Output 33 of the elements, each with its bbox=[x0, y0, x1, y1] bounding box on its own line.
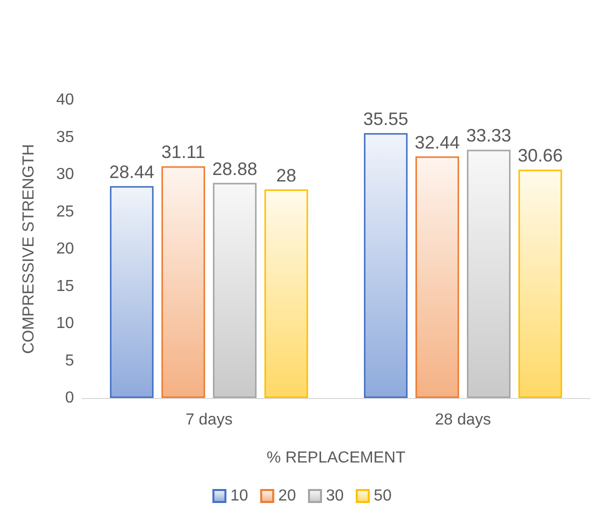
bar bbox=[415, 156, 460, 398]
y-tick-label: 0 bbox=[65, 390, 74, 406]
bar bbox=[212, 182, 257, 398]
legend-label: 20 bbox=[278, 488, 296, 504]
bar bbox=[518, 170, 562, 398]
y-tick-label: 10 bbox=[56, 315, 74, 332]
x-tick-label: 28 days bbox=[434, 412, 492, 428]
data-label: 31.11 bbox=[161, 142, 206, 162]
x-axis-title: % REPLACEMENT bbox=[266, 450, 406, 466]
y-tick-label: 30 bbox=[56, 166, 74, 183]
legend-label: 30 bbox=[326, 488, 344, 504]
bar bbox=[364, 133, 408, 398]
bar bbox=[466, 150, 511, 398]
y-tick-label: 40 bbox=[56, 92, 74, 108]
data-label: 35.55 bbox=[363, 109, 408, 130]
legend-label: 50 bbox=[374, 488, 392, 504]
data-label: 28.44 bbox=[109, 162, 154, 182]
y-tick-label: 25 bbox=[56, 203, 74, 220]
data-label: 28.88 bbox=[212, 158, 258, 179]
data-label: 33.33 bbox=[466, 126, 512, 146]
bar bbox=[110, 186, 154, 398]
y-tick-label: 35 bbox=[56, 128, 74, 146]
bar bbox=[161, 166, 206, 398]
y-axis-title: COMPRESSIVE STRENGTH bbox=[20, 144, 38, 354]
y-tick-label: 5 bbox=[65, 352, 74, 370]
data-label: 30.66 bbox=[518, 146, 563, 166]
x-tick-label: 7 days bbox=[185, 412, 233, 428]
legend-label: 10 bbox=[230, 488, 248, 504]
data-label: 32.44 bbox=[414, 132, 460, 152]
y-tick-label: 15 bbox=[56, 278, 74, 295]
y-tick-label: 20 bbox=[56, 240, 74, 258]
data-label: 28 bbox=[276, 165, 296, 186]
bar bbox=[264, 189, 308, 398]
